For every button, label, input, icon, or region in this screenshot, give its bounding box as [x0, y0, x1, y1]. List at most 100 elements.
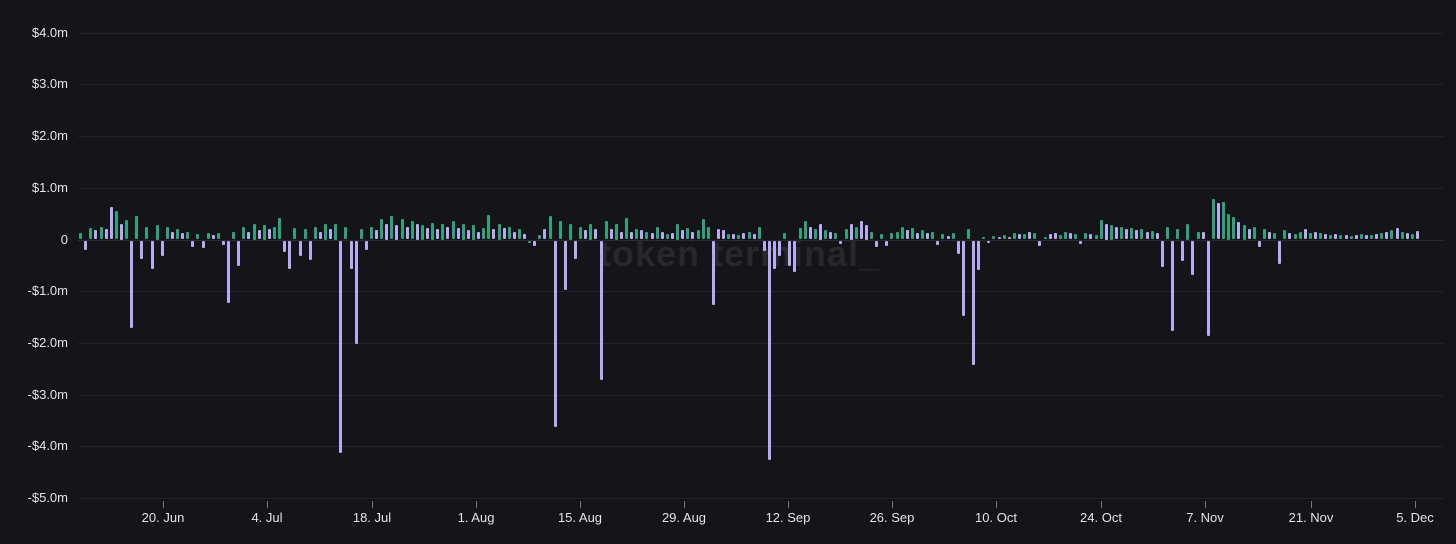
bar[interactable] — [1160, 240, 1164, 268]
bar[interactable] — [921, 230, 924, 240]
bar[interactable] — [507, 226, 511, 240]
bar[interactable] — [696, 230, 700, 240]
bar[interactable] — [839, 240, 843, 244]
bar[interactable] — [900, 226, 904, 240]
bar[interactable] — [415, 224, 419, 240]
bar[interactable] — [706, 226, 710, 240]
bar[interactable] — [283, 240, 287, 252]
bar[interactable] — [1201, 231, 1205, 240]
bar[interactable] — [512, 231, 516, 240]
bar[interactable] — [818, 224, 822, 240]
bar[interactable] — [1313, 231, 1317, 240]
bar[interactable] — [456, 228, 460, 240]
bar[interactable] — [1155, 233, 1159, 240]
bar[interactable] — [951, 233, 955, 240]
bar[interactable] — [145, 226, 149, 240]
bar[interactable] — [155, 225, 159, 240]
bar[interactable] — [1329, 235, 1333, 240]
bar[interactable] — [390, 216, 394, 240]
bar[interactable] — [380, 218, 384, 240]
bar[interactable] — [778, 240, 782, 256]
bar[interactable] — [619, 231, 623, 240]
bar[interactable] — [630, 231, 634, 240]
bar[interactable] — [1074, 234, 1078, 240]
bar[interactable] — [931, 231, 935, 240]
bar[interactable] — [1196, 231, 1200, 240]
bar[interactable] — [400, 218, 404, 240]
bar[interactable] — [732, 234, 736, 240]
bar[interactable] — [686, 228, 690, 240]
bar[interactable] — [614, 224, 618, 240]
bar[interactable] — [466, 230, 470, 240]
bar[interactable] — [793, 240, 797, 272]
bar[interactable] — [79, 233, 83, 240]
bar[interactable] — [150, 240, 154, 269]
bar[interactable] — [1257, 240, 1261, 247]
bar[interactable] — [523, 234, 526, 240]
bar[interactable] — [288, 240, 292, 269]
bar[interactable] — [1380, 233, 1384, 240]
bar[interactable] — [1130, 228, 1134, 240]
bar[interactable] — [206, 233, 210, 240]
bar[interactable] — [211, 235, 215, 240]
bar[interactable] — [966, 229, 970, 240]
bar[interactable] — [267, 229, 271, 240]
bar[interactable] — [681, 230, 685, 240]
bar[interactable] — [1181, 240, 1185, 262]
bar[interactable] — [987, 240, 991, 243]
bar[interactable] — [676, 224, 680, 240]
bar[interactable] — [1268, 231, 1271, 240]
bar[interactable] — [1165, 226, 1169, 240]
bar[interactable] — [926, 233, 930, 240]
bar[interactable] — [767, 240, 771, 461]
bar[interactable] — [788, 240, 792, 267]
bar[interactable] — [431, 223, 435, 240]
bar[interactable] — [1114, 226, 1118, 240]
bar[interactable] — [385, 224, 389, 240]
bar[interactable] — [1120, 226, 1123, 240]
bar[interactable] — [252, 224, 256, 240]
bar[interactable] — [1247, 229, 1251, 240]
bar[interactable] — [461, 224, 465, 240]
bar[interactable] — [558, 221, 562, 240]
bar[interactable] — [640, 230, 644, 240]
bar[interactable] — [752, 234, 756, 240]
bar[interactable] — [329, 229, 333, 240]
bar[interactable] — [492, 229, 496, 240]
bar[interactable] — [972, 240, 975, 365]
bar[interactable] — [1405, 233, 1409, 240]
bar[interactable] — [757, 226, 761, 240]
bar[interactable] — [543, 229, 547, 240]
bar[interactable] — [589, 224, 593, 240]
bar[interactable] — [375, 230, 378, 240]
bar[interactable] — [420, 225, 424, 240]
bar[interactable] — [1145, 231, 1149, 240]
bar[interactable] — [660, 231, 664, 240]
bar[interactable] — [176, 229, 179, 240]
bar[interactable] — [1242, 225, 1246, 240]
bar[interactable] — [594, 229, 598, 240]
bar[interactable] — [247, 231, 251, 240]
bar[interactable] — [604, 221, 608, 240]
bar[interactable] — [1063, 231, 1067, 240]
bar[interactable] — [125, 219, 128, 240]
bar[interactable] — [517, 229, 521, 240]
bar[interactable] — [992, 236, 996, 240]
bar[interactable] — [671, 233, 674, 240]
bar[interactable] — [1344, 235, 1348, 240]
bar[interactable] — [1395, 228, 1399, 240]
bar[interactable] — [1216, 203, 1220, 240]
bar[interactable] — [1023, 234, 1026, 240]
bar[interactable] — [1058, 235, 1062, 240]
bar[interactable] — [890, 233, 894, 240]
bar[interactable] — [568, 224, 572, 240]
bar[interactable] — [1370, 235, 1373, 240]
bar[interactable] — [1002, 235, 1006, 240]
bar[interactable] — [528, 240, 532, 244]
bar[interactable] — [1354, 235, 1358, 240]
bar[interactable] — [1043, 236, 1047, 240]
bar[interactable] — [344, 226, 348, 240]
bar[interactable] — [1359, 234, 1363, 240]
bar[interactable] — [191, 240, 195, 247]
bar[interactable] — [1324, 234, 1328, 240]
